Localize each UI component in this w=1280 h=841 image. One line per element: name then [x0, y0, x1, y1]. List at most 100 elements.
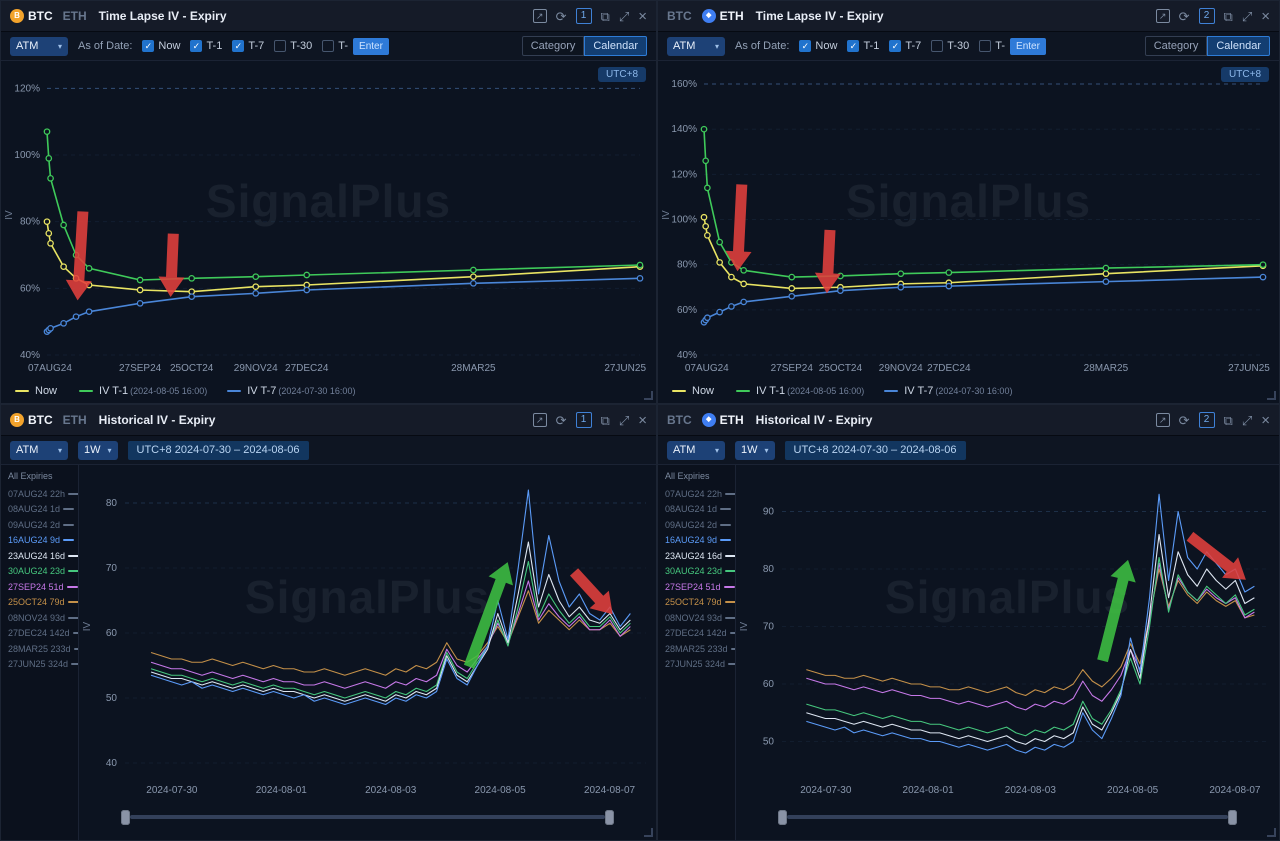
strike-mode-dropdown[interactable]: ATM ▾: [10, 440, 68, 460]
duplicate-icon[interactable]: ⧉: [1223, 8, 1233, 24]
checkbox-t-1[interactable]: ✓ T-1: [190, 40, 222, 52]
expiry-item[interactable]: 08AUG24 1d: [8, 502, 75, 518]
refresh-icon[interactable]: ⟳: [1178, 412, 1190, 428]
expiry-item[interactable]: 27DEC24 142d: [665, 626, 735, 642]
resize-handle[interactable]: [1267, 828, 1276, 837]
time-lapse-iv-chart[interactable]: 40% 60% 80% 100% 120% 07AUG24 27SEP24 25OCT24 29…: [1, 61, 656, 379]
expiry-item[interactable]: 08AUG24 1d: [665, 502, 732, 518]
expiry-item[interactable]: 27SEP24 51d: [665, 579, 735, 595]
date-range-label[interactable]: UTC+8 2024-07-30 – 2024-08-06: [127, 440, 309, 460]
time-range-slider[interactable]: [79, 802, 656, 840]
expiry-item[interactable]: 27JUN25 324d: [8, 657, 78, 673]
resize-handle[interactable]: [1267, 391, 1276, 400]
legend-item-now[interactable]: Now: [15, 385, 59, 397]
expiry-item[interactable]: 27JUN25 324d: [665, 657, 735, 673]
expiry-item[interactable]: 23AUG24 16d: [8, 548, 78, 564]
checkbox-now[interactable]: ✓ Now: [142, 40, 180, 52]
checkbox-t-30[interactable]: ✓T-30: [274, 40, 312, 52]
expiry-item[interactable]: 07AUG24 22h: [8, 486, 78, 502]
expiry-item[interactable]: 25OCT24 79d: [665, 595, 735, 611]
expiry-item[interactable]: 28MAR25 233d: [665, 641, 735, 657]
expiry-item[interactable]: 08NOV24 93d: [8, 610, 78, 626]
refresh-icon[interactable]: ⟳: [555, 412, 567, 428]
duplicate-icon[interactable]: ⧉: [1223, 412, 1233, 428]
layout-count-badge[interactable]: 2: [1198, 8, 1215, 24]
fullscreen-icon[interactable]: ⤢: [618, 412, 630, 428]
refresh-icon[interactable]: ⟳: [1178, 8, 1190, 24]
close-icon[interactable]: ×: [1261, 7, 1270, 25]
category-view-button[interactable]: Category: [521, 36, 585, 56]
legend-item-iv-t-1[interactable]: IV T-1 (2024-08-05 16:00): [736, 385, 864, 397]
category-view-button[interactable]: Category: [1144, 36, 1208, 56]
calendar-view-button[interactable]: Calendar: [1207, 36, 1270, 56]
t-custom-days-input[interactable]: Enter: [1010, 37, 1046, 55]
legend-item-now[interactable]: Now: [672, 385, 716, 397]
expiry-item[interactable]: 27SEP24 51d: [8, 579, 78, 595]
time-lapse-iv-chart[interactable]: 40% 60% 80% 100% 120% 140% 160% 07AUG24 27SEP24 2…: [658, 61, 1279, 379]
checkbox-now[interactable]: ✓ Now: [799, 40, 837, 52]
checkbox-t-custom[interactable]: ✓T-: [979, 40, 1005, 52]
slider-track[interactable]: [130, 815, 605, 819]
coin-tab-eth[interactable]: ◆ETH: [63, 9, 87, 23]
checkbox-t-1[interactable]: ✓ T-1: [847, 40, 879, 52]
close-icon[interactable]: ×: [638, 7, 647, 25]
checkbox-t-30[interactable]: ✓T-30: [931, 40, 969, 52]
checkbox-t-7[interactable]: ✓ T-7: [232, 40, 264, 52]
external-link-icon[interactable]: ↗: [532, 9, 547, 23]
close-icon[interactable]: ×: [638, 411, 647, 429]
refresh-icon[interactable]: ⟳: [555, 8, 567, 24]
t-custom-days-input[interactable]: Enter: [353, 37, 389, 55]
slider-track[interactable]: [787, 815, 1228, 819]
strike-mode-dropdown[interactable]: ATM ▾: [667, 36, 725, 56]
layout-count-badge[interactable]: 1: [575, 412, 592, 428]
resize-handle[interactable]: [644, 391, 653, 400]
checkbox-t-7[interactable]: ✓ T-7: [889, 40, 921, 52]
calendar-view-button[interactable]: Calendar: [584, 36, 647, 56]
expiry-item[interactable]: 07AUG24 22h: [665, 486, 735, 502]
strike-mode-dropdown[interactable]: ATM ▾: [10, 36, 68, 56]
fullscreen-icon[interactable]: ⤢: [1241, 412, 1253, 428]
resize-handle[interactable]: [644, 828, 653, 837]
expiry-item[interactable]: 23AUG24 16d: [665, 548, 735, 564]
expiry-item[interactable]: 16AUG24 9d: [665, 533, 732, 549]
coin-tab-eth[interactable]: ◆ETH: [63, 413, 87, 427]
historical-iv-chart[interactable]: 40 50 60 70 80 2024-07-30 2024-08-01 2024-08-03…: [79, 465, 656, 802]
fullscreen-icon[interactable]: ⤢: [1241, 8, 1253, 24]
external-link-icon[interactable]: ↗: [1155, 413, 1170, 427]
expiry-item[interactable]: 09AUG24 2d: [665, 517, 732, 533]
historical-iv-chart[interactable]: 50 60 70 80 90 2024-07-30 2024-08-01 2024-08-03…: [736, 465, 1279, 802]
fullscreen-icon[interactable]: ⤢: [618, 8, 630, 24]
expiry-item[interactable]: 30AUG24 23d: [8, 564, 78, 580]
slider-handle-right[interactable]: [605, 809, 614, 825]
external-link-icon[interactable]: ↗: [532, 413, 547, 427]
duplicate-icon[interactable]: ⧉: [600, 412, 610, 428]
legend-item-iv-t-1[interactable]: IV T-1 (2024-08-05 16:00): [79, 385, 207, 397]
time-range-slider[interactable]: [736, 802, 1279, 840]
slider-handle-right[interactable]: [1228, 809, 1237, 825]
expiry-item[interactable]: 09AUG24 2d: [8, 517, 75, 533]
strike-mode-dropdown[interactable]: ATM ▾: [667, 440, 725, 460]
layout-count-badge[interactable]: 1: [575, 8, 592, 24]
expiry-item[interactable]: 25OCT24 79d: [8, 595, 78, 611]
slider-handle-left[interactable]: [778, 809, 787, 825]
checkbox-t-custom[interactable]: ✓T-: [322, 40, 348, 52]
expiry-item[interactable]: 16AUG24 9d: [8, 533, 75, 549]
expiry-item[interactable]: 08NOV24 93d: [665, 610, 735, 626]
coin-tab-eth[interactable]: ◆ETH: [701, 413, 744, 427]
slider-handle-left[interactable]: [121, 809, 130, 825]
duplicate-icon[interactable]: ⧉: [600, 8, 610, 24]
timeframe-dropdown[interactable]: 1W ▾: [735, 440, 775, 460]
expiry-item[interactable]: 27DEC24 142d: [8, 626, 78, 642]
external-link-icon[interactable]: ↗: [1155, 9, 1170, 23]
timeframe-dropdown[interactable]: 1W ▾: [78, 440, 118, 460]
expiry-item[interactable]: 30AUG24 23d: [665, 564, 735, 580]
coin-tab-eth[interactable]: ◆ETH: [701, 9, 744, 23]
date-range-label[interactable]: UTC+8 2024-07-30 – 2024-08-06: [784, 440, 966, 460]
close-icon[interactable]: ×: [1261, 411, 1270, 429]
legend-item-iv-t-7[interactable]: IV T-7 (2024-07-30 16:00): [227, 385, 355, 397]
legend-item-iv-t-7[interactable]: IV T-7 (2024-07-30 16:00): [884, 385, 1012, 397]
